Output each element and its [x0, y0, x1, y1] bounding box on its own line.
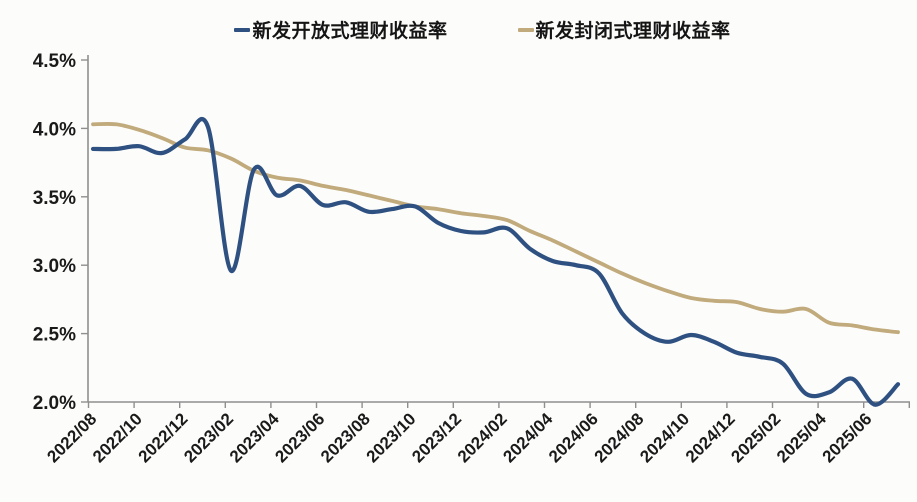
x-tick-label: 2025/02 [727, 409, 784, 466]
y-tick-label: 3.0% [33, 256, 76, 277]
y-tick-label: 2.5% [33, 325, 76, 346]
legend-item-closed-end: 新发封闭式理财收益率 [517, 16, 731, 43]
closed-end-series-line [91, 122, 900, 335]
x-tick-label: 2025/04 [773, 409, 830, 466]
y-tick-label: 4.0% [33, 119, 76, 140]
chart-legend: 新发开放式理财收益率 新发封闭式理财收益率 [0, 16, 917, 43]
x-tick-label: 2022/08 [43, 409, 100, 466]
x-tick-label: 2023/10 [363, 409, 420, 466]
open-end-series-line [90, 116, 901, 407]
legend-item-open-end: 新发开放式理财收益率 [234, 16, 447, 43]
x-tick-label: 2023/02 [180, 409, 237, 466]
x-tick-label: 2022/10 [89, 409, 146, 466]
x-tick-label: 2024/06 [545, 409, 602, 466]
x-tick-label: 2024/10 [636, 409, 693, 466]
x-tick-label: 2025/06 [819, 409, 876, 466]
x-tick-label: 2022/12 [135, 409, 192, 466]
y-tick-label: 3.5% [33, 188, 76, 209]
x-tick-label: 2023/04 [226, 409, 283, 466]
x-tick-label: 2024/02 [454, 409, 511, 466]
x-tick-label: 2024/08 [591, 409, 648, 466]
x-tick-label: 2023/12 [408, 409, 465, 466]
x-tick-label: 2023/08 [317, 409, 374, 466]
x-tick-label: 2023/06 [271, 409, 328, 466]
open-end-series-label: 新发开放式理财收益率 [252, 21, 448, 42]
open-end-series-swatch [234, 27, 251, 32]
x-tick-label: 2024/04 [499, 409, 556, 466]
x-tick-label: 2024/12 [682, 409, 739, 466]
closed-end-series-label: 新发封闭式理财收益率 [535, 21, 731, 42]
y-tick-label: 4.5% [33, 51, 76, 72]
closed-end-series-swatch [517, 27, 534, 32]
y-tick-label: 2.0% [33, 393, 76, 414]
